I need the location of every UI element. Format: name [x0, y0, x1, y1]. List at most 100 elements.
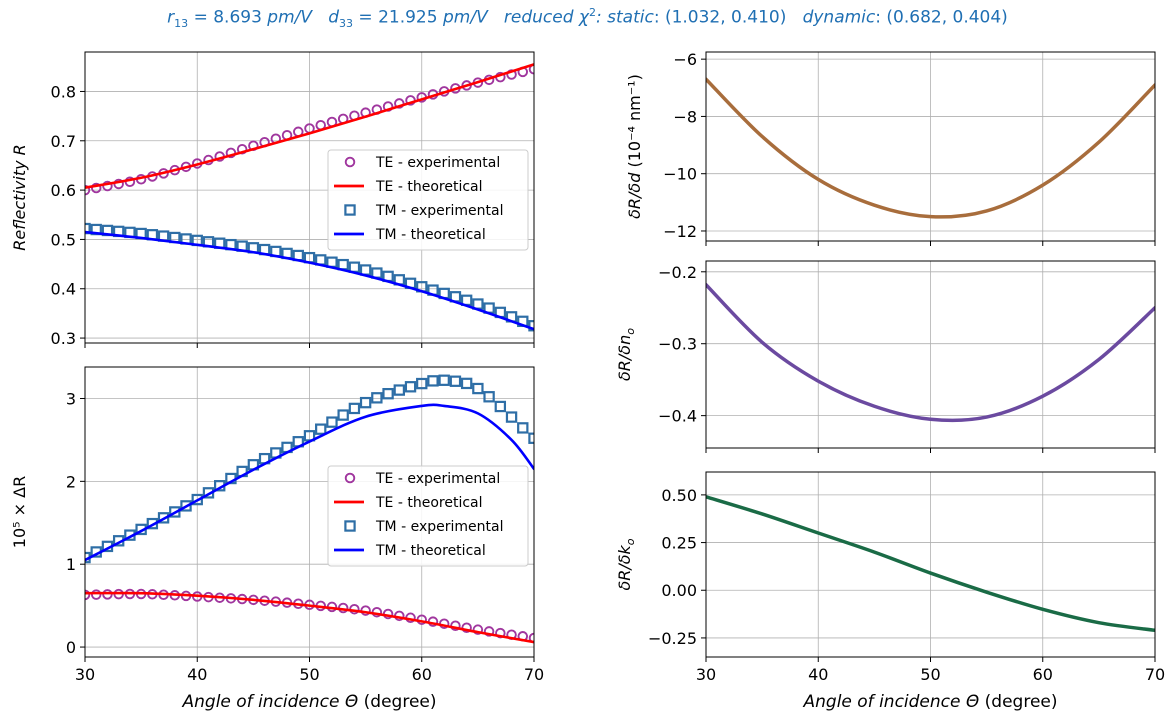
panel-reflectivity: 0.3 0.4 0.5 0.6 0.7 0.8 Reflectivity R TE - exp…: [10, 51, 535, 348]
x-tick-label: 40: [808, 665, 828, 684]
data-point: [359, 396, 372, 409]
y-tick-label: 0.50: [661, 486, 697, 505]
panel-dRdn: −0.4 −0.3 −0.2 δR/δno: [615, 260, 1156, 453]
legend-label: TM - theoretical: [375, 227, 486, 243]
data-point: [359, 264, 372, 276]
data-point: [528, 632, 534, 644]
plot-area: [706, 495, 1155, 633]
data-point: [427, 375, 439, 387]
y-tick-label: 0.25: [661, 534, 697, 553]
x-tick-label: 40: [187, 665, 207, 684]
data-point: [416, 377, 428, 390]
y-axis-label: 10⁵ × ΔR: [10, 476, 29, 548]
y-tick-label: 0.00: [661, 581, 697, 600]
data-point: [102, 180, 113, 192]
y-axis-label: Reflectivity R: [10, 144, 29, 251]
figure-title: r13 = 8.693 pm/V d33 = 21.925 pm/V reduc…: [167, 6, 1008, 31]
data-point: [483, 626, 495, 637]
data-point: [517, 422, 529, 434]
series-line: [706, 495, 1155, 633]
data-point: [449, 375, 462, 387]
y-tick-label: −0.2: [658, 263, 697, 282]
x-tick-label: 50: [920, 665, 940, 684]
data-point: [85, 184, 91, 196]
y-tick-label: 0.4: [51, 280, 76, 299]
y-tick-label: −12: [663, 222, 697, 241]
x-tick-label: 50: [299, 665, 319, 684]
data-point: [472, 382, 484, 395]
data-point: [438, 374, 450, 386]
data-point: [90, 182, 102, 194]
y-axis-label: δR/δno: [615, 328, 637, 381]
data-point: [315, 423, 327, 435]
legend-marker: [344, 520, 356, 532]
data-point: [393, 384, 406, 396]
series-line: [706, 282, 1155, 423]
data-point: [404, 381, 417, 393]
legend-marker: [344, 204, 356, 216]
legend-label: TM - theoretical: [375, 543, 486, 559]
data-point: [382, 387, 394, 400]
data-point: [528, 432, 534, 444]
data-point: [180, 500, 192, 512]
y-tick-label: 0.7: [51, 132, 76, 151]
y-tick-label: 0.8: [51, 82, 76, 101]
data-point: [348, 261, 361, 273]
series-line: [85, 63, 534, 189]
data-point: [483, 391, 495, 403]
y-tick-label: −8: [673, 107, 697, 126]
data-point: [337, 409, 349, 421]
legend-label: TE - theoretical: [375, 179, 483, 195]
data-point: [337, 258, 349, 271]
data-point: [85, 589, 91, 601]
y-tick-label: 0.5: [51, 230, 76, 249]
legend-marker: [344, 156, 356, 168]
x-tick-label: 70: [1145, 665, 1165, 684]
plot-area: [85, 374, 534, 644]
y-tick-label: −10: [663, 165, 697, 184]
legend-marker: [344, 472, 356, 484]
y-tick-label: −0.3: [658, 335, 697, 354]
data-point: [460, 377, 473, 390]
legend-label: TE - experimental: [375, 471, 500, 487]
data-point: [528, 320, 534, 332]
y-axis-label: δR/δd (10⁻⁴ nm⁻¹): [625, 74, 644, 219]
data-point: [90, 589, 102, 600]
legend-box: [327, 465, 529, 567]
plot-area: [85, 63, 534, 332]
data-point: [472, 624, 484, 635]
series-line: [85, 403, 534, 562]
data-point: [494, 400, 507, 413]
data-point: [169, 506, 181, 518]
series-line: [706, 77, 1155, 219]
legend-label: TE - experimental: [375, 155, 500, 171]
data-point: [191, 493, 203, 506]
legend-box: [327, 149, 529, 251]
legend: TE - experimental TE - theoretical TM - ex…: [327, 149, 529, 251]
series-line: [85, 230, 534, 331]
panel-delta_r: 30 40 50 60 70 0 1 2 3 Angle of incidence Θ (degr…: [66, 366, 544, 712]
x-tick-label: 30: [696, 665, 716, 684]
x-axis-label: Angle of incidence Θ (degree): [182, 692, 437, 712]
x-tick-label: 60: [1033, 665, 1053, 684]
x-axis-label: Angle of incidence Θ (degree): [803, 692, 1058, 712]
data-point: [371, 392, 383, 404]
legend-label: TM - experimental: [375, 519, 503, 535]
panel-dRdd: −12 −10 −8 −6: [663, 50, 1156, 246]
panel-dRdk: 30 40 50 60 70 −0.25 0.00 0.25 0.50 Angle of inci…: [615, 471, 1165, 712]
y-tick-label: 0.3: [51, 329, 76, 348]
data-point: [348, 402, 361, 415]
legend: TE - experimental TE - theoretical TM - ex…: [327, 465, 529, 567]
data-point: [326, 416, 338, 428]
y-tick-label: −0.25: [648, 629, 697, 648]
plot-area: [706, 282, 1155, 423]
series-line: [85, 591, 534, 644]
y-tick-label: −6: [673, 50, 697, 69]
legend-label: TM - experimental: [375, 203, 503, 219]
x-tick-label: 70: [524, 665, 544, 684]
x-tick-label: 30: [75, 665, 95, 684]
y-tick-label: 2: [66, 472, 76, 491]
legend-label: TE - theoretical: [375, 495, 483, 511]
data-point: [461, 622, 472, 634]
